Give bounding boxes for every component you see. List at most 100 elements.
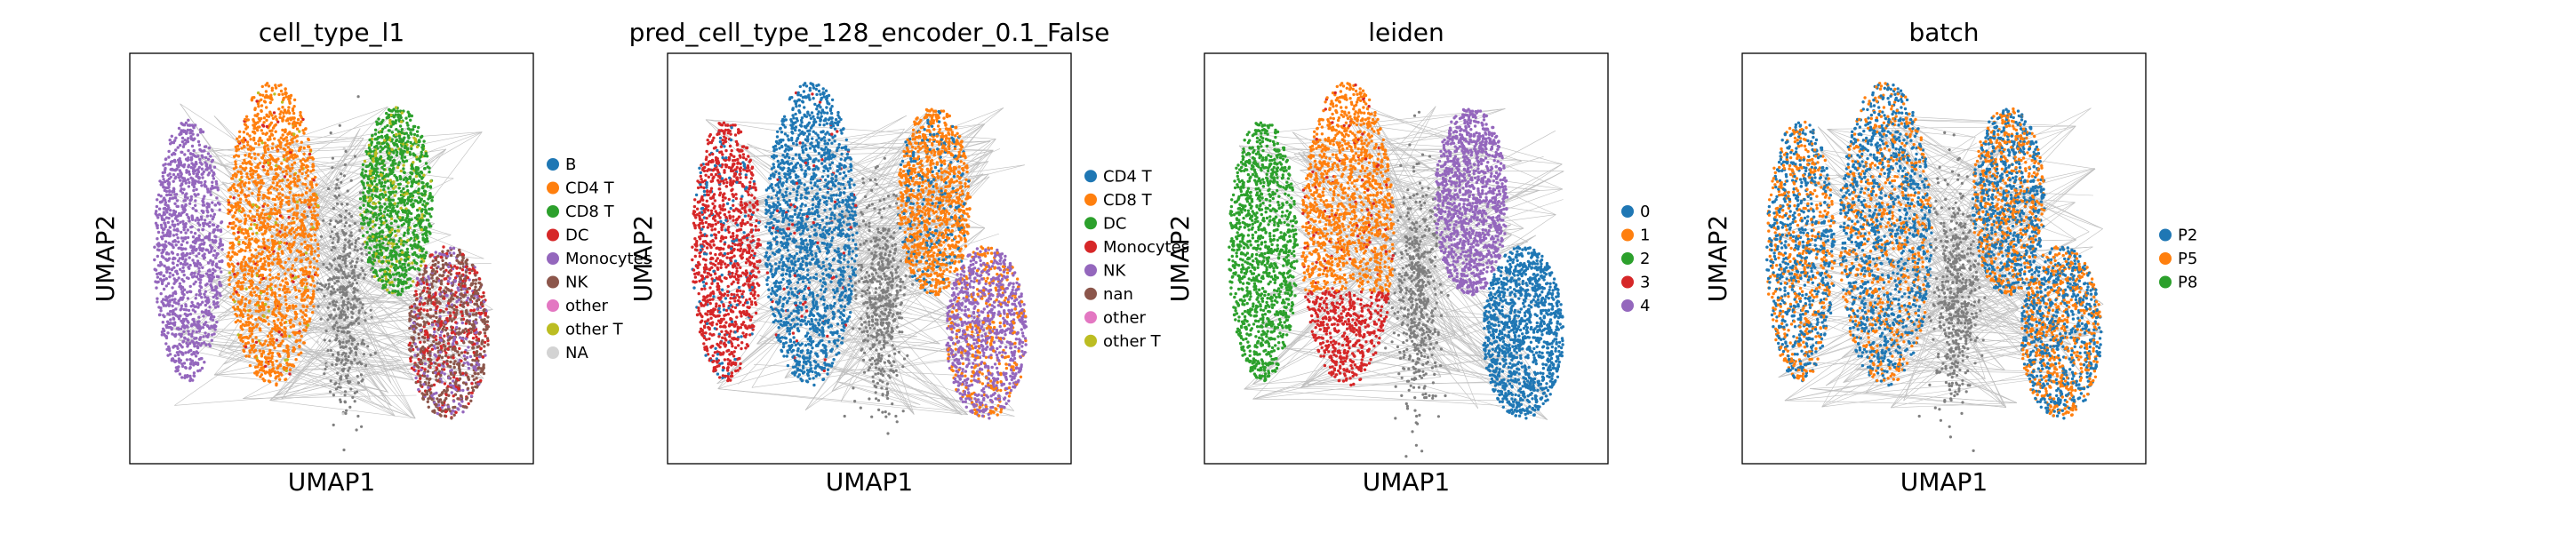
- scatter-point: [185, 169, 188, 172]
- scatter-point: [227, 208, 230, 211]
- scatter-point: [201, 274, 205, 278]
- scatter-point: [374, 219, 379, 222]
- scatter-point: [345, 357, 348, 362]
- scatter-point: [379, 209, 382, 212]
- scatter-point: [196, 264, 199, 268]
- scatter-point: [358, 197, 363, 201]
- scatter-point: [407, 218, 411, 221]
- scatter-point: [304, 266, 308, 269]
- scatter-point: [259, 93, 262, 97]
- scatter-point: [295, 139, 299, 143]
- scatter-point: [373, 223, 377, 227]
- scatter-point: [379, 188, 382, 192]
- scatter-point: [391, 181, 395, 185]
- scatter-point: [278, 214, 283, 218]
- scatter-point: [356, 257, 359, 260]
- scatter-point: [373, 194, 378, 198]
- scatter-point: [211, 209, 214, 213]
- scatter-point: [312, 305, 316, 308]
- scatter-point: [280, 223, 284, 227]
- scatter-point: [164, 336, 169, 340]
- scatter-point: [422, 340, 427, 344]
- scatter-point: [412, 153, 416, 157]
- scatter-point: [266, 315, 269, 319]
- scatter-point: [290, 245, 293, 249]
- scatter-point: [166, 282, 171, 285]
- scatter-point: [274, 84, 277, 87]
- scatter-point: [240, 337, 244, 340]
- scatter-point: [282, 147, 285, 151]
- scatter-point: [256, 153, 260, 156]
- scatter-point: [256, 301, 260, 305]
- scatter-point: [268, 374, 272, 378]
- scatter-point: [370, 166, 373, 170]
- scatter-point: [340, 361, 343, 364]
- scatter-point: [393, 278, 396, 282]
- scatter-point: [272, 319, 276, 323]
- scatter-point: [400, 156, 404, 160]
- scatter-point: [233, 251, 237, 255]
- scatter-point: [284, 87, 287, 91]
- scatter-point: [202, 335, 205, 338]
- scatter-point: [325, 266, 329, 269]
- scatter-point: [361, 378, 364, 381]
- scatter-point: [204, 272, 209, 275]
- scatter-point: [204, 295, 207, 299]
- scatter-point: [256, 359, 260, 363]
- scatter-point: [295, 206, 299, 210]
- scatter-point: [264, 339, 268, 343]
- scatter-point: [181, 179, 185, 183]
- scatter-point: [167, 234, 171, 238]
- scatter-point: [415, 171, 419, 176]
- scatter-point: [290, 227, 294, 231]
- scatter-point: [285, 201, 289, 204]
- scatter-point: [183, 199, 188, 203]
- scatter-point: [353, 400, 356, 403]
- scatter-point: [298, 322, 302, 326]
- scatter-point: [364, 164, 369, 168]
- scatter-point: [295, 249, 299, 252]
- scatter-point: [252, 350, 256, 354]
- scatter-point: [290, 221, 293, 225]
- scatter-point: [344, 326, 348, 330]
- scatter-point: [200, 296, 204, 299]
- scatter-point: [294, 275, 298, 279]
- scatter-point: [417, 240, 420, 244]
- scatter-point: [189, 155, 194, 159]
- scatter-point: [299, 146, 303, 149]
- scatter-point: [192, 274, 196, 278]
- scatter-point: [281, 279, 284, 282]
- scatter-point: [188, 349, 191, 353]
- scatter-point: [343, 163, 347, 166]
- scatter-point: [229, 203, 234, 208]
- scatter-point: [401, 216, 404, 219]
- scatter-point: [382, 273, 387, 276]
- scatter-point: [213, 186, 217, 189]
- scatter-point: [370, 169, 373, 172]
- scatter-point: [177, 359, 180, 363]
- scatter-point: [246, 323, 251, 327]
- scatter-point: [397, 197, 401, 201]
- scatter-point: [255, 182, 259, 186]
- scatter-point: [238, 201, 243, 204]
- scatter-point: [196, 272, 200, 276]
- scatter-point: [415, 261, 419, 266]
- scatter-point: [406, 238, 410, 243]
- scatter-point: [400, 111, 404, 115]
- scatter-point: [399, 239, 404, 243]
- scatter-point: [190, 300, 194, 305]
- scatter-point: [330, 290, 333, 293]
- scatter-point: [338, 339, 341, 343]
- scatter-point: [174, 269, 178, 274]
- scatter-point: [400, 128, 404, 131]
- scatter-point: [403, 258, 407, 262]
- scatter-point: [417, 188, 420, 193]
- scatter-point: [273, 370, 276, 374]
- scatter-point: [342, 330, 346, 334]
- scatter-point: [302, 152, 306, 156]
- scatter-point: [197, 357, 201, 362]
- scatter-point: [201, 176, 204, 179]
- scatter-point: [357, 311, 361, 314]
- scatter-point: [195, 340, 198, 345]
- scatter-point: [403, 131, 406, 136]
